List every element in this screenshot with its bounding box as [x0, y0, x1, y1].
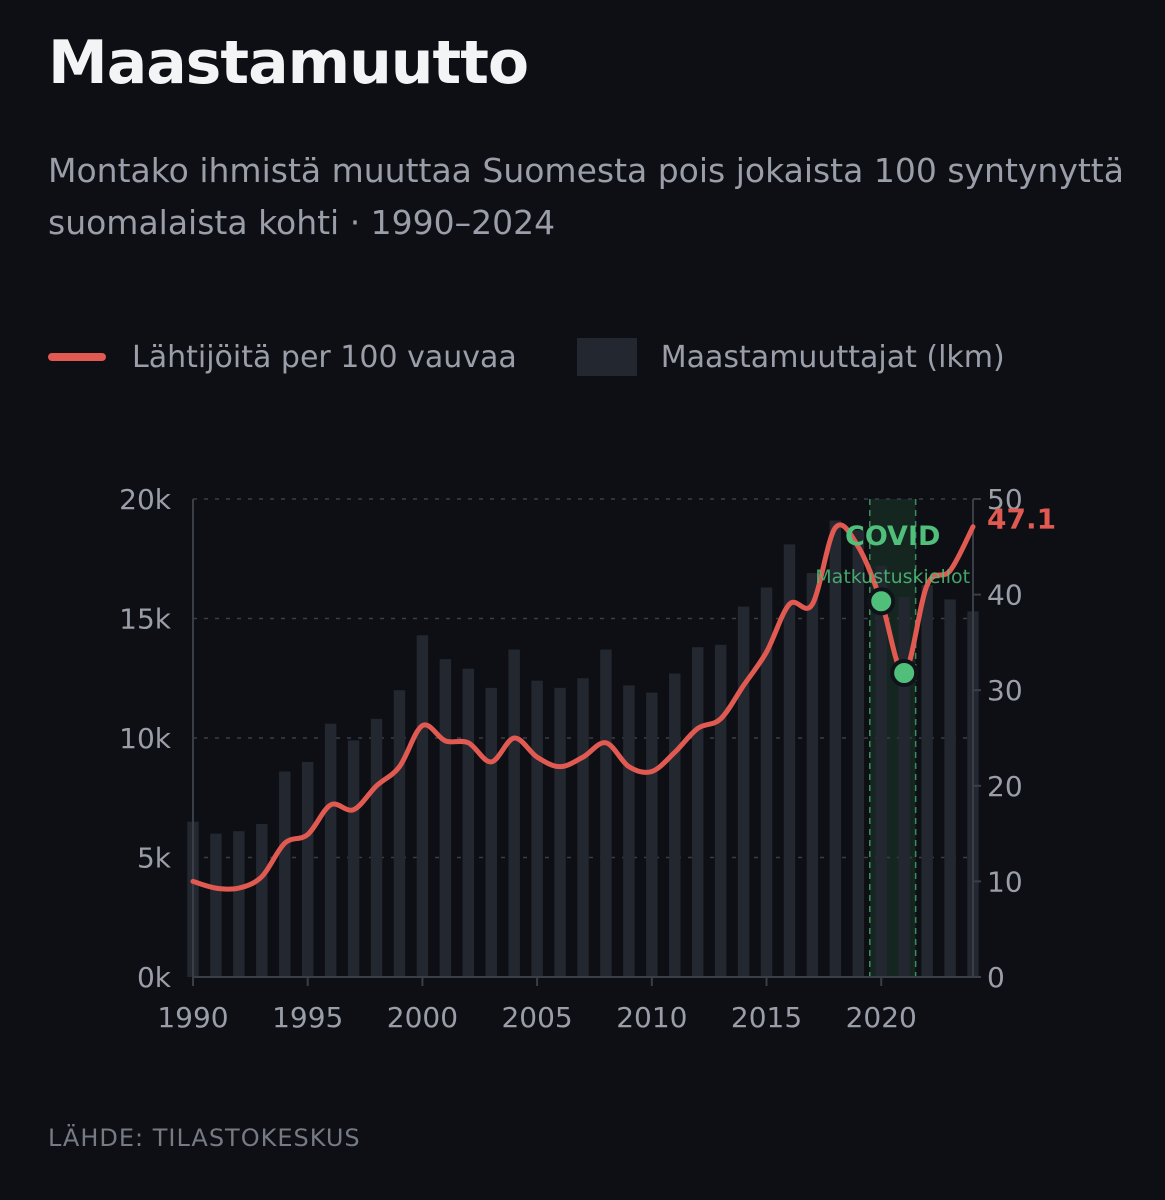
x-tick-label: 2000 — [387, 1001, 458, 1034]
legend-item-bar: Maastamuuttajat (lkm) — [517, 338, 1005, 376]
bar-1998 — [370, 718, 383, 977]
legend-item-line: Lähtijöitä per 100 vauvaa — [48, 340, 517, 375]
covid-sublabel: Matkustuskiellot — [815, 566, 970, 588]
bar-1996 — [324, 723, 337, 977]
bar-2012 — [691, 647, 704, 977]
x-tick-label: 2015 — [731, 1001, 802, 1034]
bar-1999 — [393, 690, 406, 977]
x-tick-label: 2020 — [846, 1001, 917, 1034]
bar-2009 — [623, 685, 635, 977]
bar-1992 — [233, 831, 245, 977]
line-series-path — [190, 522, 976, 892]
legend-line-label: Lähtijöitä per 100 vauvaa — [132, 339, 517, 375]
legend: Lähtijöitä per 100 vauvaa Maastamuuttaja… — [48, 330, 1005, 384]
source-note: LÄHDE: TILASTOKESKUS — [48, 1124, 361, 1152]
y-left-tick-label: 0k — [137, 961, 172, 994]
bar-2011 — [669, 673, 681, 977]
covid-label: COVID — [845, 521, 940, 552]
y-left-tick-label: 5k — [137, 842, 172, 875]
bar-2019 — [852, 530, 865, 977]
bar-2023 — [944, 599, 956, 977]
covid-point-2021 — [890, 658, 919, 687]
bar-2017 — [806, 573, 819, 977]
bar-1994 — [279, 771, 291, 977]
bar-2022 — [921, 585, 933, 977]
chart-subtitle: Montako ihmistä muuttaa Suomesta pois jo… — [48, 151, 1124, 242]
y-right-tick-label: 0 — [987, 961, 1005, 994]
bar-2015 — [760, 587, 773, 977]
legend-bar-label: Maastamuuttajat (lkm) — [660, 339, 1005, 375]
bar-2005 — [531, 680, 543, 977]
bar-2014 — [737, 606, 750, 977]
bar-2018 — [829, 520, 842, 977]
y-left-tick-label: 20k — [119, 483, 172, 516]
x-tick-label: 2010 — [616, 1001, 687, 1034]
bar-1993 — [256, 824, 268, 977]
bar-2010 — [646, 692, 658, 977]
bar-2001 — [439, 659, 452, 977]
y-right-tick-label: 30 — [987, 674, 1023, 707]
bar-2007 — [577, 678, 589, 977]
bar-2003 — [485, 687, 497, 977]
x-tick-label: 1995 — [272, 1001, 343, 1034]
y-right-tick-label: 10 — [987, 865, 1023, 898]
legend-bar-swatch — [576, 338, 637, 376]
covid-point-2020 — [867, 587, 896, 616]
bar-1997 — [347, 740, 360, 977]
x-tick-label: 1990 — [157, 1001, 228, 1034]
bar-2016 — [783, 544, 796, 977]
bar-2008 — [600, 649, 612, 977]
y-right-tick-label: 20 — [987, 770, 1023, 803]
y-left-tick-label: 10k — [119, 722, 172, 755]
chart-title: Maastamuutto — [48, 28, 529, 98]
x-tick-label: 2005 — [501, 1001, 572, 1034]
bar-2004 — [508, 649, 520, 977]
end-value-label: 47.1 — [987, 503, 1056, 536]
bar-2002 — [462, 668, 475, 977]
bar-2006 — [554, 687, 566, 977]
bar-2020 — [875, 565, 887, 977]
y-left-tick-label: 15k — [119, 603, 172, 636]
bar-1995 — [301, 761, 314, 977]
bar-2013 — [714, 644, 727, 977]
bar-2021 — [898, 596, 910, 977]
bar-2000 — [416, 635, 429, 977]
y-right-tick-label: 50 — [987, 483, 1023, 516]
y-right-tick-label: 40 — [987, 579, 1023, 612]
chart-svg: 0k 5k 10k 15k 20k 0 10 20 30 40 50 1990 1995 2000 2005… — [119, 483, 1056, 1034]
legend-line-swatch — [48, 353, 106, 361]
bar-1991 — [210, 833, 222, 977]
